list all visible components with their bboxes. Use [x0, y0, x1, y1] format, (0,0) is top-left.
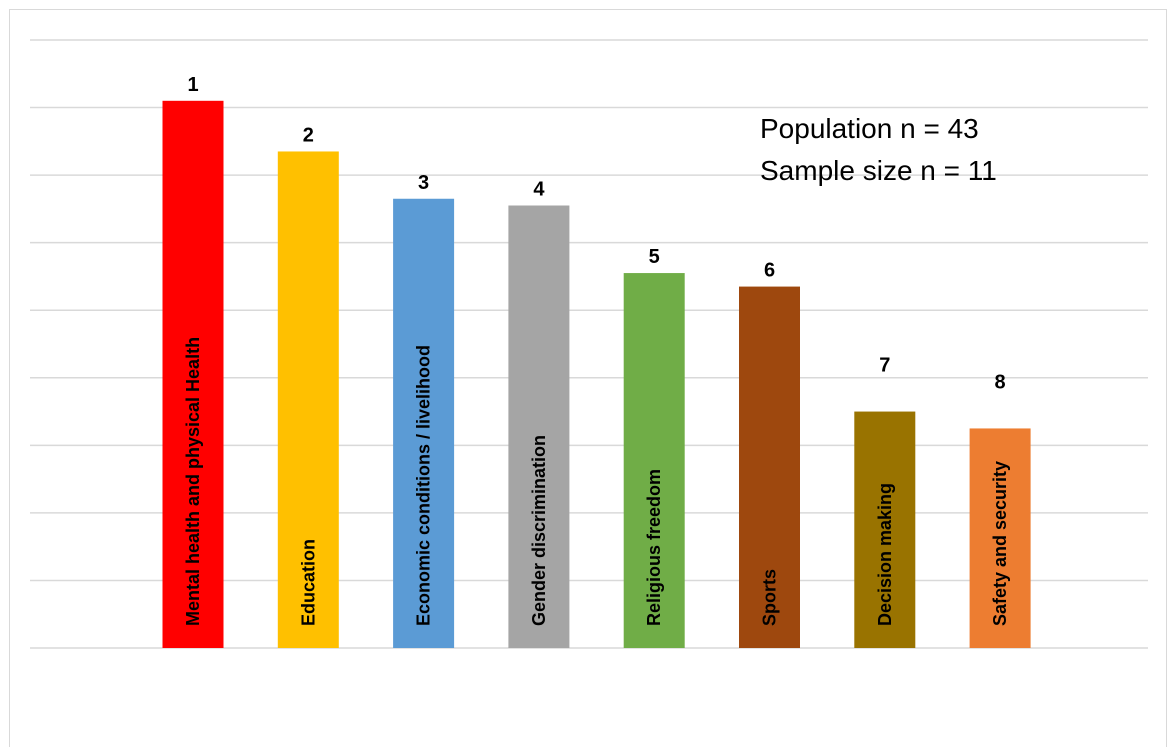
population-note: Population n = 43 — [760, 113, 979, 144]
category-label: Education — [298, 539, 318, 626]
rank-label: 2 — [303, 124, 314, 146]
bar-labels: Mental health and physical Health Educati… — [183, 337, 1010, 626]
rank-label: 5 — [649, 246, 660, 268]
rank-label: 3 — [418, 172, 429, 194]
chart-frame — [9, 9, 1167, 747]
sample-size-note: Sample size n = 11 — [760, 155, 997, 186]
rank-label: 1 — [187, 74, 198, 96]
bar — [162, 100, 224, 649]
category-label: Sports — [760, 569, 780, 626]
bars — [162, 100, 1031, 649]
bar — [277, 151, 339, 648]
bar — [508, 205, 570, 648]
category-label: Decision making — [875, 483, 895, 626]
rank-label: 7 — [879, 355, 890, 377]
rank-label: 4 — [533, 179, 545, 201]
rank-label: 6 — [764, 260, 775, 282]
category-label: Mental health and physical Health — [183, 337, 203, 626]
category-label: Religious freedom — [644, 469, 664, 626]
rank-label: 8 — [995, 371, 1006, 393]
rank-labels: 1 2 3 4 5 6 7 8 — [187, 74, 1005, 394]
bar — [854, 411, 916, 648]
bar — [739, 286, 800, 648]
category-label: Safety and security — [990, 461, 1010, 626]
category-label: Gender discrimination — [529, 435, 549, 626]
category-label: Economic conditions / livelihood — [414, 345, 434, 626]
bar — [969, 428, 1031, 648]
bar — [393, 198, 455, 648]
bar — [623, 273, 685, 648]
